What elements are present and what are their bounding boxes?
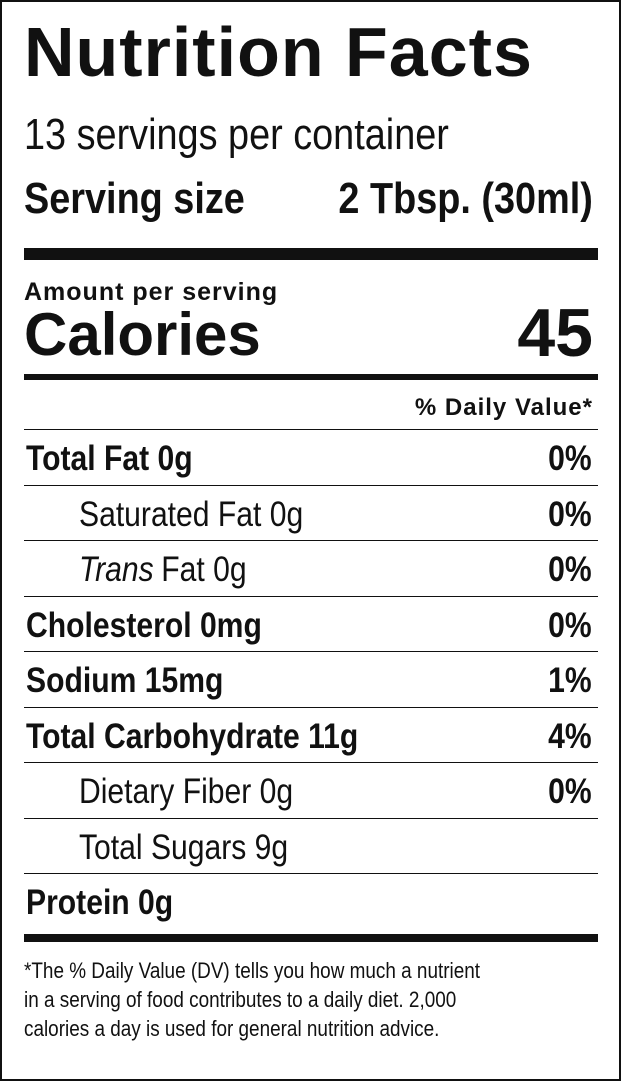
nutrient-name-text: Protein 0g bbox=[26, 883, 174, 922]
nutrient-name-text: Sodium 15mg bbox=[26, 661, 224, 700]
nutrient-name: Cholesterol 0mg bbox=[26, 606, 262, 646]
nutrient-name-text: Fat 0g bbox=[161, 550, 247, 589]
nutrient-name: Total Sugars 9g bbox=[79, 828, 288, 868]
nutrient-name-text: Saturated Fat 0g bbox=[79, 494, 304, 534]
daily-value: 0% bbox=[548, 772, 592, 811]
nutrient-name-text: Total Sugars 9g bbox=[79, 827, 289, 867]
nutrient-name-text: Total Carbohydrate 11g bbox=[26, 716, 359, 756]
daily-value: 0% bbox=[548, 439, 592, 478]
nutrient-name-text: Cholesterol 0mg bbox=[26, 605, 262, 645]
nutrient-row: Total Sugars 9g bbox=[24, 817, 598, 874]
nutrient-name-text: Dietary Fiber 0g bbox=[79, 772, 294, 811]
nutrient-row: Trans Fat 0g 0% bbox=[24, 540, 598, 596]
servings: 13 servings per container bbox=[24, 110, 449, 159]
medium-rule bbox=[24, 374, 598, 380]
daily-value: 0% bbox=[548, 494, 592, 534]
nutrient-name: Sodium 15mg bbox=[26, 661, 223, 701]
nutrient-row: Protein 0g bbox=[24, 873, 598, 936]
footnote-line: in a serving of food contributes to a da… bbox=[24, 987, 457, 1012]
nutrient-name: Saturated Fat 0g bbox=[79, 495, 303, 535]
title: Nutrition Facts bbox=[24, 13, 533, 91]
serving-size-label: Serving size bbox=[24, 174, 245, 223]
calories-label: Calories bbox=[24, 301, 261, 368]
nutrient-name: Dietary Fiber 0g bbox=[79, 772, 293, 812]
nutrient-row: Dietary Fiber 0g 0% bbox=[24, 762, 598, 818]
thick-rule bbox=[24, 248, 598, 260]
nutrient-name-text: Total Fat 0g bbox=[26, 439, 193, 478]
daily-value: 4% bbox=[548, 716, 592, 756]
nutrient-row: Total Carbohydrate 11g 4% bbox=[24, 706, 598, 763]
nutrient-row: Cholesterol 0mg 0% bbox=[24, 595, 598, 652]
dv-header: % Daily Value* bbox=[414, 394, 593, 421]
nutrient-name: Protein 0g bbox=[26, 883, 173, 923]
footnote-line: calories a day is used for general nutri… bbox=[24, 1016, 440, 1041]
footnote: *The % Daily Value (DV) tells you how mu… bbox=[24, 956, 480, 1043]
nutrient-name: Total Carbohydrate 11g bbox=[26, 717, 358, 757]
daily-value: 1% bbox=[548, 661, 592, 700]
daily-value: 0% bbox=[548, 550, 592, 589]
thick-rule bbox=[24, 934, 598, 942]
nutrient-rows: Total Fat 0g 0% Saturated Fat 0g 0% Trans Fat… bbox=[24, 429, 598, 936]
amount-per-serving: Amount per serving bbox=[24, 278, 279, 306]
daily-value: 0% bbox=[548, 605, 592, 645]
calories-value: 45 bbox=[517, 295, 593, 371]
nutrient-row: Sodium 15mg 1% bbox=[24, 651, 598, 707]
nutrient-name-italic: Trans bbox=[79, 550, 154, 589]
footnote-line: *The % Daily Value (DV) tells you how mu… bbox=[24, 958, 481, 983]
nutrient-name: Total Fat 0g bbox=[26, 439, 193, 479]
nutrient-row: Saturated Fat 0g 0% bbox=[24, 484, 598, 541]
nutrient-row: Total Fat 0g 0% bbox=[24, 429, 598, 485]
serving-size-value: 2 Tbsp. (30ml) bbox=[338, 174, 593, 223]
nutrient-name: Trans Fat 0g bbox=[79, 550, 247, 590]
